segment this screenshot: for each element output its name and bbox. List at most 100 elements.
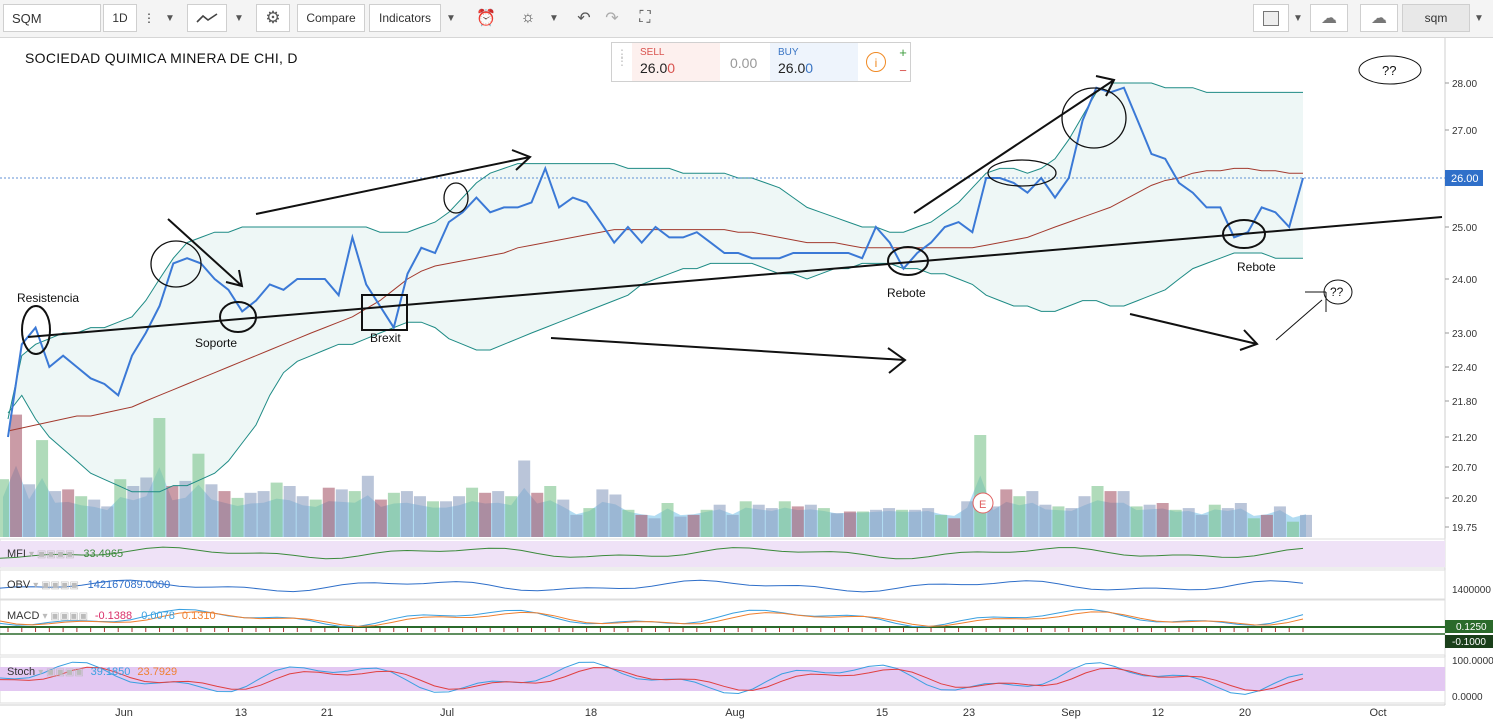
minus-icon[interactable]: −: [899, 63, 907, 78]
more-vertical-icon[interactable]: ⋮: [143, 11, 155, 25]
volume-bar: [1000, 489, 1013, 537]
arrow-head-3: [887, 347, 907, 374]
undo-icon[interactable]: ↶: [577, 10, 591, 27]
volume-bar: [192, 453, 205, 537]
macd-legend[interactable]: MACD ▾ ▣▣▣▣ -0.1388 0.0078 0.1310: [7, 610, 216, 622]
volume-bar: [1026, 491, 1039, 537]
compare-button[interactable]: Compare: [297, 4, 365, 32]
obv-legend[interactable]: OBV ▾ ▣▣▣▣ 142167089.0000: [7, 579, 170, 591]
arrow-down-2[interactable]: [1129, 313, 1258, 345]
label-question-1: ??: [1382, 63, 1396, 78]
mfi-value: 33.4965: [83, 548, 124, 560]
circle-question-2[interactable]: [1323, 279, 1353, 305]
drag-handle-icon[interactable]: ⋮ ⋮: [616, 47, 628, 68]
arrow-flat-1[interactable]: [550, 337, 906, 361]
arrow-up-2[interactable]: [913, 79, 1115, 214]
box-brexit[interactable]: [361, 294, 408, 331]
indicators-text: Indicators: [378, 11, 432, 25]
volume-bar: [479, 492, 492, 537]
volume-bar: [739, 501, 752, 537]
volume-bar: [1260, 514, 1273, 537]
arrow-up-1[interactable]: [255, 156, 531, 215]
volume-bar: [257, 491, 270, 537]
circle-resistencia[interactable]: [21, 305, 51, 355]
gear-icon[interactable]: ⚙: [256, 4, 290, 32]
chart-style-chevron-icon[interactable]: ▼: [234, 12, 244, 24]
legend-controls-icon[interactable]: ▾ ▣▣▣▣: [38, 667, 87, 678]
volume-bar: [23, 484, 36, 537]
volume-bar: [283, 486, 296, 537]
signal-line: [0, 611, 1304, 627]
volume-bar: [700, 509, 713, 537]
volume-bar: [166, 486, 179, 537]
volume-bar: [1013, 496, 1026, 537]
volume-bar: [49, 491, 62, 537]
macd-badge-2: [1445, 635, 1493, 648]
legend-controls-icon[interactable]: ▾ ▣▣▣▣: [29, 549, 78, 560]
legend-controls-icon[interactable]: ▾ ▣▣▣▣: [42, 611, 91, 622]
volume-bar: [413, 496, 426, 537]
sell-button[interactable]: SELL 26.00: [632, 43, 720, 81]
arrow-head-5: [1239, 329, 1259, 351]
label-brexit: Brexit: [370, 331, 401, 345]
circle-peak[interactable]: [1061, 87, 1127, 149]
volume-bar: [296, 496, 309, 537]
volume-bar: [856, 511, 869, 537]
mfi-band: [0, 541, 1445, 567]
indicators-chevron-icon[interactable]: ▼: [446, 12, 456, 24]
buy-button[interactable]: BUY 26.00: [770, 43, 858, 81]
alarm-clock-icon[interactable]: ⏰: [476, 10, 496, 27]
label-rebote-1: Rebote: [887, 286, 926, 300]
user-chevron-icon[interactable]: ▼: [1474, 12, 1484, 24]
close-price-line: [7, 86, 1304, 438]
chevron-down-icon[interactable]: ▼: [165, 12, 175, 24]
circle-top-3[interactable]: [987, 159, 1057, 187]
time-tick-label: 23: [963, 707, 975, 719]
user-button[interactable]: sqm: [1402, 4, 1470, 32]
circle-top-2[interactable]: [443, 182, 469, 214]
macd-value-1: -0.1388: [94, 610, 133, 622]
annotation-drawings[interactable]: [21, 55, 1443, 698]
info-icon[interactable]: i: [866, 52, 886, 72]
arrow-down-1[interactable]: [167, 218, 243, 287]
mfi-legend[interactable]: MFI ▾ ▣▣▣▣ 33.4965: [7, 548, 123, 560]
volume-bar: [1039, 504, 1052, 537]
layout-chevron-icon[interactable]: ▼: [1293, 12, 1303, 24]
symbol-text: SQM: [12, 10, 42, 26]
volume-bar: [270, 482, 283, 537]
volume-bar: [348, 491, 361, 537]
interval-button[interactable]: 1D: [103, 4, 137, 32]
trendline-support[interactable]: [27, 216, 1443, 338]
redo-icon[interactable]: ↷: [605, 10, 619, 27]
cloud-download-icon[interactable]: ☁: [1310, 4, 1348, 32]
cloud-upload-icon[interactable]: ☁: [1360, 4, 1398, 32]
volume-bar: [1169, 509, 1182, 537]
circle-top-1[interactable]: [150, 240, 202, 288]
obv-pane: [0, 569, 1446, 600]
circle-rebote-2[interactable]: [1222, 219, 1266, 249]
moving-average-line: [7, 167, 1303, 432]
stoch-axis-label-1: 100.0000: [1452, 656, 1493, 667]
layout-button[interactable]: [1253, 4, 1289, 32]
stoch-legend[interactable]: Stoch ▾ ▣▣▣▣ 39.1850 23.7929: [7, 666, 177, 678]
chart-style-button[interactable]: [187, 4, 227, 32]
lightbulb-chevron-icon[interactable]: ▼: [549, 12, 559, 24]
earnings-marker[interactable]: [972, 492, 994, 514]
lightbulb-icon[interactable]: ☼: [520, 9, 536, 26]
plus-icon[interactable]: +: [899, 45, 907, 60]
indicators-button[interactable]: Indicators: [369, 4, 441, 32]
legend-controls-icon[interactable]: ▾ ▣▣▣▣: [33, 580, 82, 591]
volume-bar: [518, 460, 531, 537]
symbol-input[interactable]: SQM: [3, 4, 101, 32]
price-tick-label: 19.75: [1452, 523, 1477, 534]
circle-soporte[interactable]: [219, 301, 257, 333]
volume-bars: [0, 414, 1312, 537]
volume-bar: [309, 499, 322, 537]
sell-price-digit: 0: [667, 60, 676, 76]
circle-rebote-1[interactable]: [887, 246, 929, 276]
circle-question-1[interactable]: [1358, 55, 1422, 85]
fullscreen-icon[interactable]: ⛶: [639, 9, 651, 26]
volume-bar: [713, 504, 726, 537]
projection-line[interactable]: [1275, 299, 1323, 341]
